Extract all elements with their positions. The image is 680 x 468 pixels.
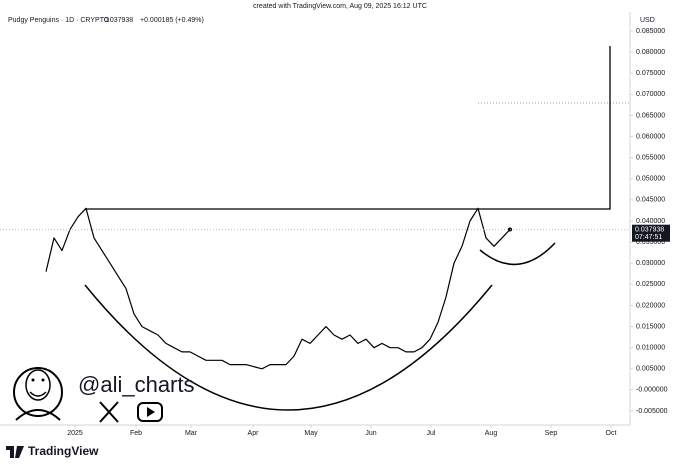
x-icon [99, 401, 119, 423]
y-tick-label: 0.025000 [636, 281, 665, 288]
x-tick-label: Sep [545, 430, 558, 437]
resistance-line [86, 46, 611, 210]
x-tick-label: Mar [185, 430, 198, 437]
y-tick-label: 0.085000 [636, 28, 665, 35]
y-tick-label: 0.005000 [636, 366, 665, 373]
y-tick-label: 0.050000 [636, 176, 665, 183]
price-tag [632, 224, 670, 242]
x-tick-label: Apr [248, 430, 260, 437]
y-tick-label: 0.015000 [636, 323, 665, 330]
y-tick-label: 0.040000 [636, 218, 665, 225]
x-tick-label: Oct [606, 430, 617, 437]
price: 0.037938 [104, 17, 133, 24]
created-note: created with TradingView.com, Aug 09, 20… [253, 3, 427, 10]
youtube-icon [137, 402, 163, 422]
currency: USD [640, 17, 655, 24]
symbol: Pudgy Penguins · 1D · CRYPTO [8, 17, 110, 24]
cup-curve [84, 284, 493, 411]
y-tick-label: 0.065000 [636, 112, 665, 119]
handle-curve [479, 242, 556, 265]
brand: TradingView [28, 444, 99, 458]
price-tag-value: 0.037938 [635, 227, 664, 234]
x-tick-label: Jul [427, 430, 436, 437]
y-tick-label: 0.060000 [636, 133, 665, 140]
y-tick-label: 0.035000 [636, 239, 665, 246]
price-tag-countdown: 07:47:51 [635, 234, 662, 241]
x-tick-label: Feb [130, 430, 142, 437]
tv-logo: TradingView [6, 444, 99, 458]
y-tick-label: -0.000000 [636, 387, 668, 394]
y-tick-label: 0.075000 [636, 70, 665, 77]
y-tick-label: 0.010000 [636, 345, 665, 352]
y-tick-label: 0.070000 [636, 91, 665, 98]
avatar [13, 367, 63, 421]
y-tick-label: 0.055000 [636, 155, 665, 162]
y-tick-label: 0.030000 [636, 260, 665, 267]
handle: @ali_charts [78, 372, 195, 397]
y-tick-label: -0.005000 [636, 408, 668, 415]
x-tick-label: 2025 [67, 430, 83, 437]
x-tick-label: Aug [485, 430, 498, 437]
x-tick-label: May [304, 430, 318, 437]
y-tick-label: 0.080000 [636, 49, 665, 56]
x-tick-label: Jun [365, 430, 376, 437]
change: +0.000185 (+0.49%) [140, 17, 204, 24]
y-tick-label: 0.045000 [636, 197, 665, 204]
y-tick-label: 0.020000 [636, 302, 665, 309]
price-line [45, 207, 511, 370]
